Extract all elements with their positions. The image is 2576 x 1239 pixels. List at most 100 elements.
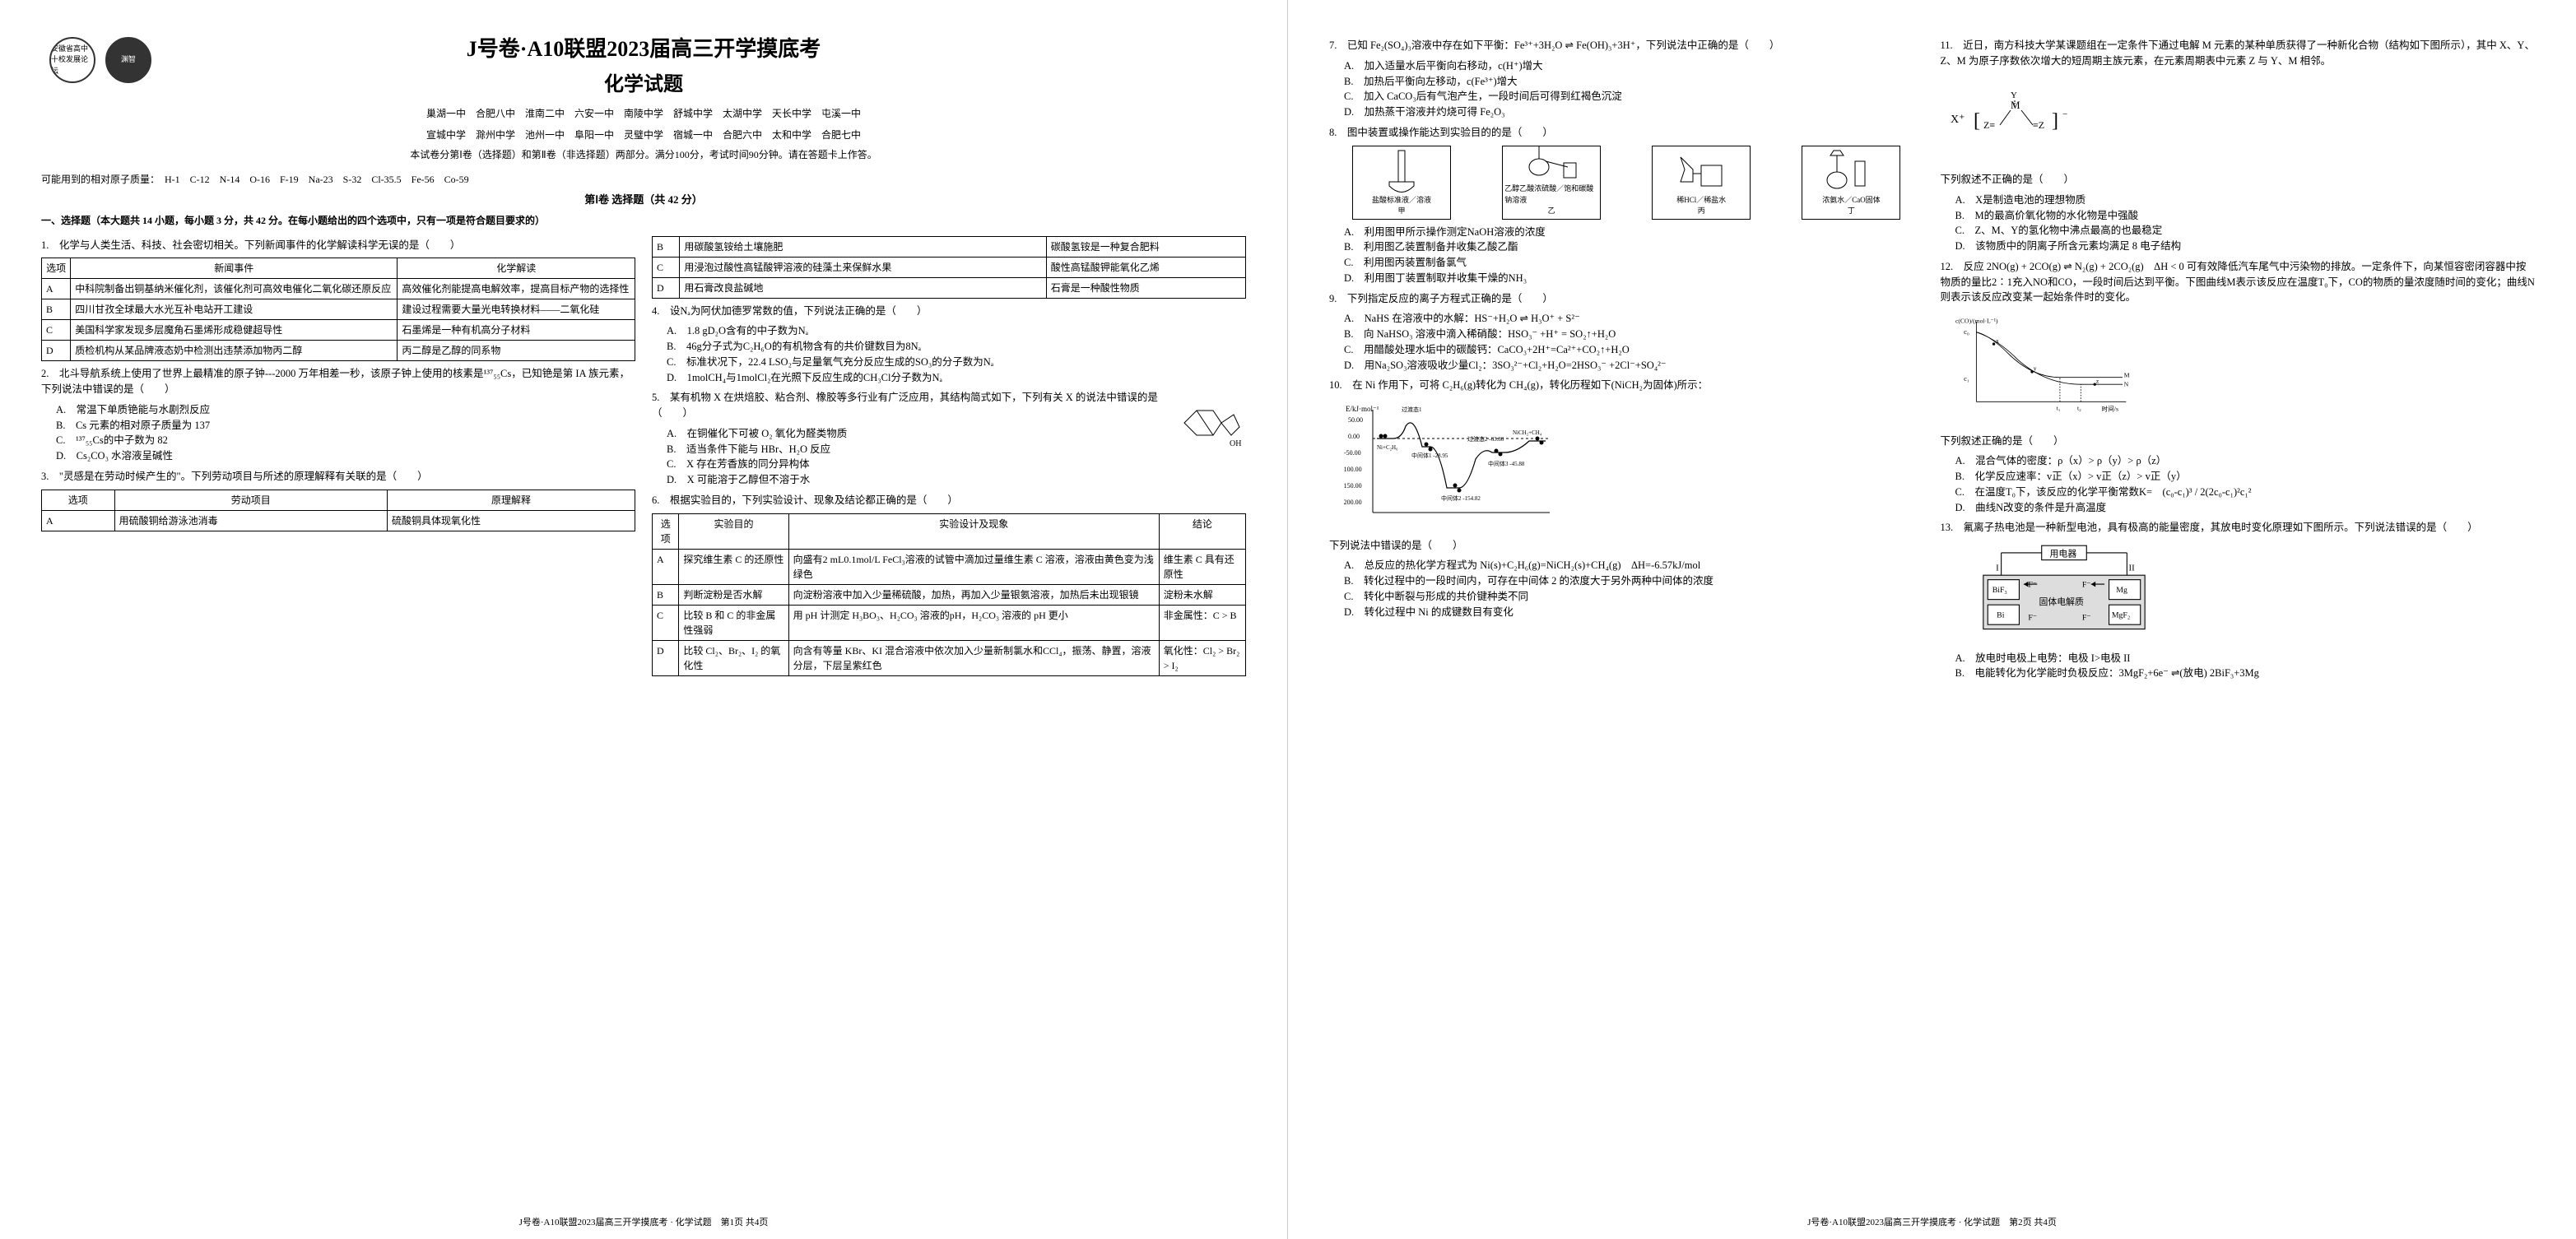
q10-yt3: -100.00	[1344, 466, 1362, 473]
svg-text:c₀: c₀	[1964, 327, 1969, 336]
q13-battery-diagram: 用电器 III BiF₃ Bi Mg MgF₂ 固体电解质 F⁻F⁻ F⁻F⁻	[1974, 544, 2155, 643]
page2-columns: 7. 已知 Fe₂(SO₄)₃溶液中存在如下平衡：Fe³⁺+3H₂O ⇌ Fe(…	[1329, 33, 2535, 681]
q3-c2: 酸性高锰酸钾能氧化乙烯	[1046, 257, 1245, 277]
q1-c1: 美国科学家发现多层魔角石墨烯形成稳健超导性	[71, 320, 398, 341]
q2-c: C. ¹³⁷₅₅Cs的中子数为 82	[56, 433, 635, 448]
mcq-instruct: 一、选择题（本大题共 14 小题，每小题 3 分，共 42 分。在每小题给出的四…	[41, 213, 1246, 228]
q8-l2: 乙	[1548, 206, 1555, 217]
q10-d: D. 转化过程中 Ni 的成键数目有变化	[1344, 605, 1924, 620]
q4-c: C. 标准状况下，22.4 LSO₂与足量氧气充分反应生成的SO₃的分子数为Nₐ	[667, 355, 1246, 370]
q11-after: 下列叙述不正确的是（ ）	[1941, 172, 2536, 188]
svg-text:c₁: c₁	[1964, 374, 1969, 383]
q1-b2: 建设过程需要大量光电转换材料——二氧化硅	[398, 299, 635, 320]
q13-rb: MgF₂	[2111, 610, 2129, 620]
title-main-text: A10联盟2023届高三开学摸底考	[527, 37, 821, 61]
q7-d: D. 加热蒸干溶液并灼烧可得 Fe₂O₃	[1344, 104, 1924, 120]
q8-cap4: 浓氨水／CaO固体	[1822, 195, 1881, 206]
svg-text:]: ]	[2052, 110, 2058, 132]
q3-d2: 石膏是一种酸性物质	[1046, 277, 1245, 298]
q6-a2: 向盛有2 mL0.1mol/L FeCl₃溶液的试管中滴加过量维生素 C 溶液，…	[788, 549, 1159, 584]
q10-after: 下列说法中错误的是（ ）	[1329, 538, 1924, 554]
q13-mid: 固体电解质	[2039, 596, 2084, 607]
q10-a: A. 总反应的热化学方程式为 Ni(s)+C₂H₆(g)=NiCH₂(s)+CH…	[1344, 558, 1924, 573]
q10-b: B. 转化过程中的一段时间内，可存在中间体 2 的浓度大于另外两种中间体的浓度	[1344, 573, 1924, 589]
svg-text:N: N	[2123, 381, 2128, 388]
q2-d: D. Cs₂CO₃ 水溶液呈碱性	[56, 448, 635, 464]
q3-a0: A	[42, 510, 115, 531]
q5-text: OH 5. 某有机物 X 在烘焙胶、粘合剂、橡胶等多行业有广泛应用，其结构简式如…	[652, 390, 1246, 421]
q13-top: 用电器	[2049, 548, 2076, 559]
q3-a1: 用硫酸铜给游泳池消毒	[114, 510, 387, 531]
q1-d2: 丙二醇是乙醇的同系物	[398, 341, 635, 361]
q13-lb: Bi	[1997, 610, 2005, 620]
q8-cap2: 乙醇乙酸浓硫酸／饱和碳酸钠溶液	[1504, 183, 1598, 206]
q12-b: B. 化学反应速率：v正（x）> v正（z）> v正（y）	[1955, 469, 2536, 485]
q7-b: B. 加热后平衡向左移动，c(Fe³⁺)增大	[1344, 74, 1924, 90]
q10-energy-diagram: E/kJ·mol⁻¹ 50.00 0.00 -50.00 -100.00 -15…	[1344, 401, 1558, 525]
q6-d0: D	[653, 640, 679, 675]
q6-c0: C	[653, 605, 679, 640]
q12-after: 下列叙述正确的是（ ）	[1941, 434, 2536, 449]
q8-app-4: 浓氨水／CaO固体丁	[1802, 146, 1900, 220]
exam-header: J号卷·A10联盟2023届高三开学摸底考 化学试题 巢湖一中 合肥八中 淮南二…	[41, 33, 1246, 162]
q3-table-cont: B用碳酸氢铵给土壤施肥碳酸氢铵是一种复合肥料 C用浸泡过酸性高锰酸钾溶液的硅藻土…	[652, 236, 1246, 299]
q1-th0: 选项	[42, 258, 71, 279]
page2-col2: 11. 近日，南方科技大学某课题组在一定条件下通过电解 M 元素的某种单质获得了…	[1941, 33, 2536, 681]
schools-2: 宣城中学 滁州中学 池州一中 阜阳一中 灵璧中学 宿城一中 合肥六中 太和中学 …	[41, 128, 1246, 142]
distill-icon	[1523, 138, 1580, 183]
page-1: 安徽省高中十校发展论坛 渊智 J号卷·A10联盟2023届高三开学摸底考 化学试…	[0, 0, 1288, 1239]
q9-text: 9. 下列指定反应的离子方程式正确的是（ ）	[1329, 291, 1924, 307]
q3-d1: 用石膏改良盐碱地	[680, 277, 1046, 298]
q3-b1: 用碳酸氢铵给土壤施肥	[680, 236, 1046, 257]
schools-1: 巢湖一中 合肥八中 淮南二中 六安一中 南陵中学 舒城中学 太湖中学 天长中学 …	[41, 106, 1246, 121]
q1-c0: C	[42, 320, 71, 341]
q9-c: C. 用醋酸处理水垢中的碳酸钙：CaCO₃+2H⁺=Ca²⁺+CO₂↑+H₂O	[1344, 342, 1924, 358]
q2-text: 2. 北斗导航系统上使用了世界上最精准的原子钟---2000 万年相差一秒，该原…	[41, 366, 635, 397]
q12-xlabel: 时间/s	[2101, 404, 2118, 412]
q10-text: 10. 在 Ni 作用下，可将 C₂H₆(g)转化为 CH₄(g)，转化历程如下…	[1329, 378, 1924, 393]
q3-c0: C	[653, 257, 680, 277]
q6-a3: 维生素 C 具有还原性	[1159, 549, 1245, 584]
q12-t1: t₁	[2056, 404, 2060, 411]
q1-d0: D	[42, 341, 71, 361]
q12-curve-chart: c(CO)/(mol·L⁻¹) 时间/s c₀ c₁ x y z M N t₁ …	[1955, 313, 2137, 420]
burette-icon	[1377, 149, 1426, 194]
svg-text:F⁻: F⁻	[2081, 580, 2090, 589]
q5-structure-icon: OH	[1172, 390, 1246, 448]
q9-d: D. 用Na₂SO₃溶液吸收少量Cl₂：3SO₃²⁻+Cl₂+H₂O=2HSO₃…	[1344, 358, 1924, 374]
q12-a: A. 混合气体的密度：ρ（x）> ρ（y）> ρ（z）	[1955, 453, 2536, 469]
q6-th0: 选项	[653, 513, 679, 549]
q10-yt0: 50.00	[1348, 416, 1363, 424]
q8-b: B. 利用图乙装置制备并收集乙酸乙酯	[1344, 239, 1924, 255]
q8-l1: 甲	[1398, 206, 1406, 217]
instruct: 本试卷分第Ⅰ卷（选择题）和第Ⅱ卷（非选择题）两部分。满分100分，考试时间90分…	[41, 147, 1246, 162]
q5-c: C. X 存在芳香族的同分异构体	[667, 457, 1246, 472]
svg-text:y: y	[2033, 364, 2036, 372]
q4-d: D. 1molCH₄与1molCl₂在光照下反应生成的CH₃Cl分子数为Nₐ	[667, 370, 1246, 386]
q13-text: 13. 氟离子热电池是一种新型电池，具有极高的能量密度，其放电时变化原理如下图所…	[1941, 520, 2536, 536]
svg-text:≡Z: ≡Z	[2033, 119, 2044, 131]
q7-text: 7. 已知 Fe₂(SO₄)₃溶液中存在如下平衡：Fe³⁺+3H₂O ⇌ Fe(…	[1329, 38, 1924, 53]
svg-text:Z≡: Z≡	[1983, 119, 1995, 131]
title-main: J号卷·A10联盟2023届高三开学摸底考	[41, 33, 1246, 65]
q13-rt: Mg	[2116, 586, 2127, 595]
q6-c2: 用 pH 计测定 H₃BO₃、H₂CO₃ 溶液的pH，H₂CO₃ 溶液的 pH …	[788, 605, 1159, 640]
q3-a2: 硫酸铜具体现氧化性	[387, 510, 635, 531]
q8-l4: 丁	[1848, 206, 1855, 217]
q8-app-1: 盐酸标准液／溶液甲	[1352, 146, 1451, 220]
q5-b: B. 适当条件下能与 HBr、H₂O 反应	[667, 442, 1246, 457]
q11-c: C. Z、M、Y的氢化物中沸点最高的也最稳定	[1955, 223, 2536, 239]
q8-d: D. 利用图丁装置制取并收集干燥的NH₃	[1344, 271, 1924, 286]
ammonia-icon	[1822, 149, 1880, 194]
q7-a: A. 加入适量水后平衡向右移动，c(H⁺)增大	[1344, 58, 1924, 74]
q3-th0: 选项	[42, 490, 115, 510]
svg-text:NiCH₂+CH₄: NiCH₂+CH₄	[1513, 429, 1542, 436]
svg-text:中间体3 -45.88: 中间体3 -45.88	[1488, 460, 1525, 467]
page1-col2: B用碳酸氢铵给土壤施肥碳酸氢铵是一种复合肥料 C用浸泡过酸性高锰酸钾溶液的硅藻土…	[652, 233, 1246, 680]
q6-d2: 向含有等量 KBr、KI 混合溶液中依次加入少量新制氯水和CCl₄，振荡、静置，…	[788, 640, 1159, 675]
q10-c: C. 转化中断裂与形成的共价键种类不同	[1344, 589, 1924, 605]
q12-c: C. 在温度T₀下，该反应的化学平衡常数K= (c₀-c₁)³ / 2(2c₀-…	[1955, 485, 2536, 500]
q11-structure-icon: X⁺ [ Z≡ M ≡Z Y ] −	[1941, 77, 2089, 160]
q8-l3: 丙	[1698, 206, 1705, 217]
q11-b: B. M的最高价氧化物的水化物是中强酸	[1955, 208, 2536, 224]
